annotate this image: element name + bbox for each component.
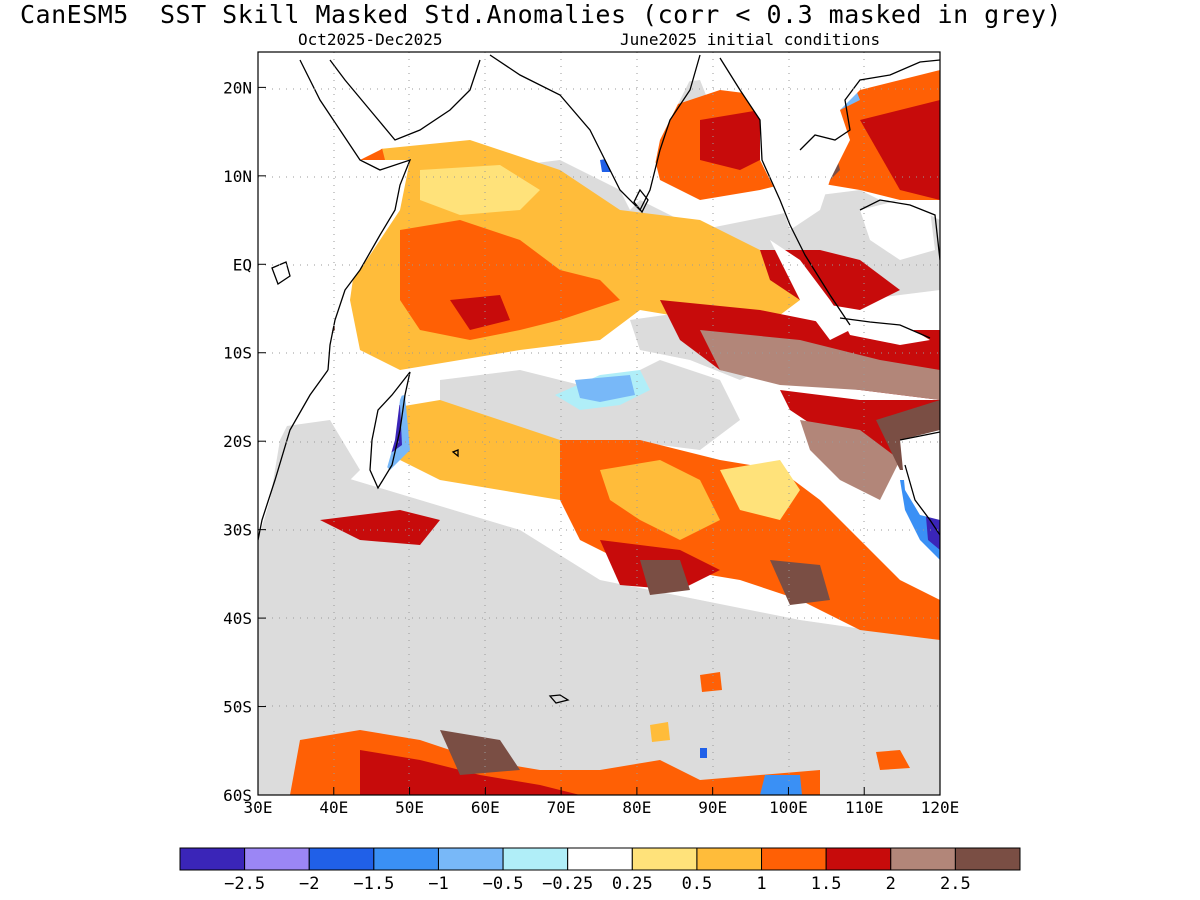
- colorbar-swatch: [825, 847, 892, 871]
- colorbar-label: −2.5: [224, 874, 265, 894]
- colorbar-swatch: [244, 847, 310, 871]
- colorbar-label: −0.5: [483, 874, 524, 894]
- lat-tick-label: 50S: [223, 698, 252, 717]
- forecast-period: Oct2025-Dec2025: [298, 30, 443, 49]
- lat-tick-label: 20N: [223, 78, 252, 97]
- colorbar-label: 1: [756, 874, 766, 894]
- colorbar-swatch: [502, 847, 569, 871]
- colorbar-swatch: [761, 847, 827, 871]
- lat-tick-label: 30S: [223, 521, 252, 540]
- colorbar-swatch: [179, 847, 246, 871]
- lon-tick-label: 60E: [471, 798, 500, 817]
- lon-tick-label: 100E: [769, 798, 808, 817]
- coastlines: [258, 54, 940, 704]
- colorbar-label: 2.5: [940, 874, 971, 894]
- map-title: CanESM5 SST Skill Masked Std.Anomalies (…: [20, 0, 1062, 29]
- colorbar-swatch: [696, 847, 763, 871]
- colorbar-swatch: [567, 847, 633, 871]
- longitude-axis: 30E 40E 50E 60E 70E 80E 90E 100E 110E 120E: [244, 787, 960, 817]
- lat-tick-label: 10N: [223, 167, 252, 186]
- colorbar-label: −2: [299, 874, 319, 894]
- graticule: [258, 52, 940, 795]
- colorbar-swatch: [437, 847, 504, 871]
- colorbar-label: −1: [428, 874, 448, 894]
- lon-tick-label: 30E: [244, 798, 273, 817]
- colorbar-label: 0.5: [682, 874, 713, 894]
- colorbar-label: 0.25: [612, 874, 653, 894]
- colorbar-label: −0.25: [542, 874, 593, 894]
- map-frame: [257, 51, 941, 796]
- landmass: [258, 52, 940, 540]
- colorbar-label: 2: [886, 874, 896, 894]
- lon-tick-label: 80E: [622, 798, 651, 817]
- lat-tick-label: 10S: [223, 344, 252, 363]
- lon-tick-label: 120E: [921, 798, 960, 817]
- lat-tick-label: 40S: [223, 609, 252, 628]
- colorbar-swatch: [954, 847, 1021, 871]
- plot-area: [258, 52, 940, 795]
- colorbar-swatch: [631, 847, 698, 871]
- lat-tick-label: EQ: [233, 255, 252, 274]
- colorbar: −2.5 −2 −1.5 −1 −0.5 −0.25 0.25 0.5 1 1.5 2 2.5: [179, 847, 1021, 894]
- latitude-axis: 20N 10N EQ 10S 20S 30S 40S 50S 60S: [223, 78, 266, 805]
- colorbar-swatch: [890, 847, 956, 871]
- initial-conditions-label: June2025 initial conditions: [620, 30, 881, 49]
- lon-tick-label: 40E: [319, 798, 348, 817]
- colorbar-label: 1.5: [811, 874, 842, 894]
- colorbar-label: −1.5: [353, 874, 394, 894]
- colorbar-swatch: [373, 847, 439, 871]
- lat-tick-label: 60S: [223, 786, 252, 805]
- lon-tick-label: 110E: [845, 798, 884, 817]
- lon-tick-label: 90E: [698, 798, 727, 817]
- lat-tick-label: 20S: [223, 432, 252, 451]
- lon-tick-label: 50E: [395, 798, 424, 817]
- lon-tick-label: 70E: [547, 798, 576, 817]
- colorbar-swatch: [308, 847, 375, 871]
